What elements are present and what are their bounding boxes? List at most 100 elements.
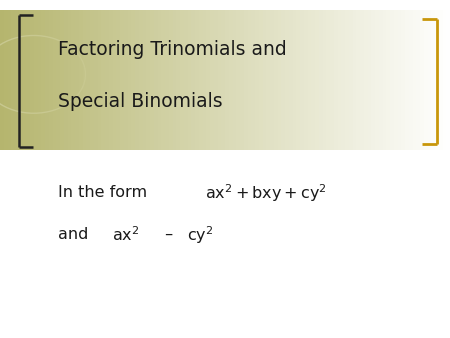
Bar xyxy=(390,10,394,150)
Bar xyxy=(22,10,27,150)
Bar xyxy=(397,10,402,150)
Bar xyxy=(420,10,424,150)
Bar xyxy=(251,10,256,150)
Bar xyxy=(146,10,150,150)
Bar xyxy=(352,10,357,150)
Bar xyxy=(53,10,57,150)
Bar xyxy=(236,10,240,150)
Bar xyxy=(86,10,90,150)
Bar xyxy=(334,10,338,150)
Text: and: and xyxy=(58,227,104,242)
Bar xyxy=(405,10,409,150)
Bar xyxy=(259,10,263,150)
Bar xyxy=(304,10,308,150)
Bar xyxy=(394,10,398,150)
Bar xyxy=(364,10,368,150)
Bar xyxy=(124,10,128,150)
Text: –: – xyxy=(160,227,178,242)
Bar xyxy=(439,10,443,150)
Bar xyxy=(386,10,391,150)
Bar xyxy=(266,10,270,150)
Bar xyxy=(176,10,180,150)
Bar xyxy=(75,10,79,150)
Bar xyxy=(180,10,184,150)
Bar xyxy=(68,10,72,150)
Bar xyxy=(105,10,109,150)
Bar xyxy=(139,10,143,150)
Text: In the form: In the form xyxy=(58,185,163,200)
Bar xyxy=(356,10,360,150)
Bar xyxy=(8,10,12,150)
Bar xyxy=(428,10,432,150)
Bar xyxy=(191,10,195,150)
Bar xyxy=(98,10,102,150)
Bar xyxy=(64,10,68,150)
Bar xyxy=(442,10,447,150)
Bar xyxy=(281,10,285,150)
Bar xyxy=(15,10,19,150)
Bar xyxy=(217,10,222,150)
Bar xyxy=(296,10,301,150)
Bar xyxy=(292,10,297,150)
Bar xyxy=(424,10,428,150)
Bar xyxy=(368,10,372,150)
Text: $\mathregular{ax^2}$: $\mathregular{ax^2}$ xyxy=(112,225,139,244)
Text: Factoring Trinomials and: Factoring Trinomials and xyxy=(58,40,287,58)
Bar xyxy=(382,10,387,150)
Bar xyxy=(169,10,173,150)
Bar xyxy=(94,10,98,150)
Bar xyxy=(345,10,349,150)
Bar xyxy=(127,10,132,150)
Bar xyxy=(45,10,49,150)
Bar xyxy=(184,10,188,150)
Bar xyxy=(248,10,252,150)
Bar xyxy=(323,10,327,150)
Bar xyxy=(341,10,346,150)
Bar xyxy=(158,10,162,150)
Bar xyxy=(289,10,293,150)
Bar xyxy=(349,10,353,150)
Bar xyxy=(30,10,34,150)
Bar xyxy=(300,10,304,150)
Bar xyxy=(34,10,38,150)
Bar xyxy=(270,10,274,150)
Bar xyxy=(56,10,60,150)
Bar xyxy=(255,10,259,150)
Bar xyxy=(307,10,312,150)
Bar xyxy=(338,10,342,150)
Bar xyxy=(112,10,117,150)
Bar xyxy=(37,10,42,150)
Bar xyxy=(379,10,383,150)
Bar xyxy=(315,10,319,150)
Bar xyxy=(319,10,323,150)
Bar xyxy=(60,10,64,150)
Bar xyxy=(326,10,330,150)
Bar xyxy=(311,10,315,150)
Bar xyxy=(262,10,267,150)
Bar xyxy=(101,10,105,150)
Bar xyxy=(330,10,334,150)
Bar xyxy=(375,10,379,150)
Bar xyxy=(71,10,76,150)
Bar xyxy=(109,10,113,150)
Bar xyxy=(165,10,169,150)
Bar xyxy=(278,10,282,150)
Bar xyxy=(240,10,244,150)
Bar xyxy=(435,10,439,150)
Bar xyxy=(199,10,203,150)
Text: Special Binomials: Special Binomials xyxy=(58,92,223,111)
Bar xyxy=(90,10,94,150)
Bar xyxy=(285,10,289,150)
Bar xyxy=(79,10,83,150)
Text: $\mathregular{cy^2}$: $\mathregular{cy^2}$ xyxy=(187,224,213,246)
Bar xyxy=(244,10,248,150)
Bar xyxy=(82,10,87,150)
Bar xyxy=(4,10,8,150)
Bar xyxy=(188,10,192,150)
Bar xyxy=(161,10,166,150)
Bar xyxy=(120,10,124,150)
Bar xyxy=(195,10,199,150)
Bar xyxy=(233,10,237,150)
Bar xyxy=(371,10,375,150)
Bar xyxy=(143,10,147,150)
